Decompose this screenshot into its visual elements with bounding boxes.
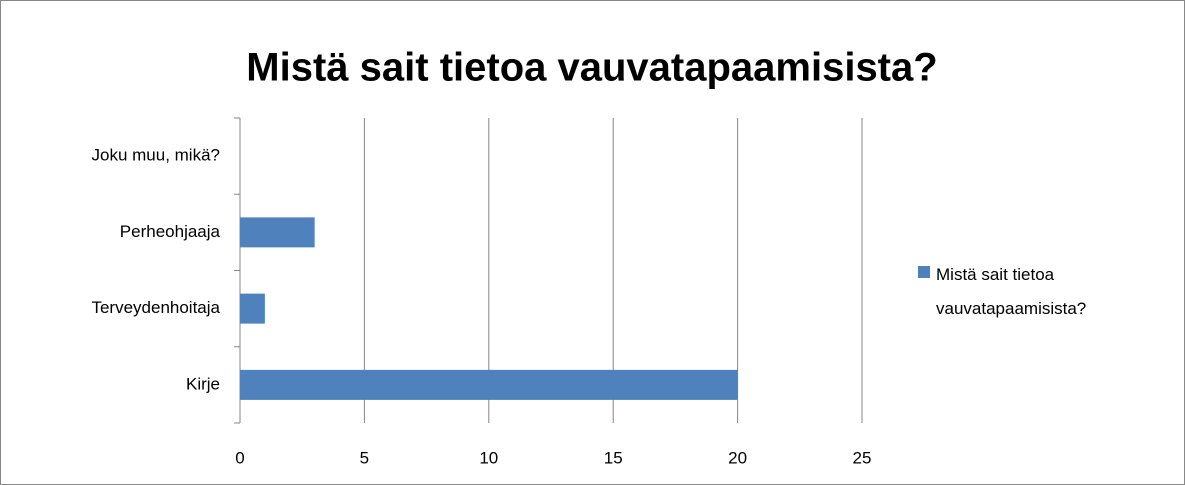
- legend-swatch: [918, 266, 930, 278]
- y-tick-label: Joku muu, mikä?: [92, 146, 221, 165]
- x-tick-label: 10: [479, 448, 498, 467]
- y-tick-label: Kirje: [186, 374, 220, 393]
- x-tick-label: 5: [360, 448, 369, 467]
- y-tick-label: Perheohjaaja: [120, 222, 221, 241]
- bar: [240, 369, 738, 400]
- legend: Mistä sait tietoa vauvatapaamisista?: [918, 258, 1158, 326]
- x-tick-label: 25: [853, 448, 872, 467]
- x-tick-label: 0: [235, 448, 244, 467]
- x-tick-label: 15: [604, 448, 623, 467]
- x-tick-label: 20: [728, 448, 747, 467]
- y-tick-label: Terveydenhoitaja: [91, 298, 220, 317]
- legend-label: Mistä sait tietoa vauvatapaamisista?: [936, 265, 1087, 318]
- chart-title: Mistä sait tietoa vauvatapaamisista?: [246, 46, 937, 90]
- bar: [240, 293, 265, 324]
- bar: [240, 217, 315, 248]
